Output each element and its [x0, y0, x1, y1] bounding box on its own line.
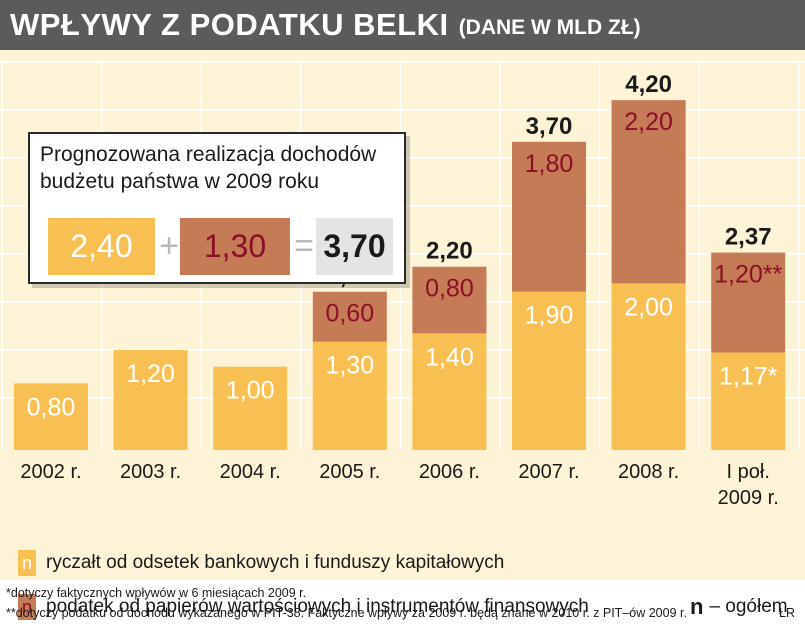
legend-swatch-savings: n — [18, 550, 36, 576]
forecast-value-securities: 1,30 — [180, 218, 290, 275]
bar-label-savings-5: 1,90 — [525, 302, 574, 330]
bar-savings-6 — [611, 283, 686, 450]
bar-total-7: 2,37 — [725, 224, 772, 251]
x-tick-label-7: I poł. — [727, 461, 770, 483]
bar-securities-4 — [412, 266, 487, 334]
chart-subtitle: (DANE W MLD ZŁ) — [458, 15, 641, 39]
bar-label-savings-2: 1,00 — [226, 377, 275, 405]
legend-item-savings: n ryczałt od odsetek bankowych i fundusz… — [18, 550, 504, 576]
bar-label-securities-4: 0,80 — [425, 275, 474, 303]
legend-symbol-total: n — [690, 594, 704, 619]
x-tick-label-7-line2: 2009 r. — [718, 487, 779, 509]
bar-savings-0 — [14, 383, 88, 450]
bar-savings-3 — [312, 341, 387, 450]
legend-label-securities: podatek od papierów wartościowych i inst… — [46, 596, 589, 617]
bar-securities-3 — [312, 291, 387, 342]
x-tick-label-6: 2008 r. — [618, 461, 679, 483]
author-credit: ŁR — [779, 606, 795, 620]
legend-label-total: – ogółem — [709, 596, 788, 617]
forecast-value-savings: 2,40 — [48, 218, 155, 275]
bar-label-securities-7: 1,20** — [714, 261, 782, 289]
legend-label-savings: ryczałt od odsetek bankowych i funduszy … — [46, 552, 505, 573]
bar-total-5: 3,70 — [526, 113, 573, 140]
title-bar: WPŁYWY Z PODATKU BELKI (DANE W MLD ZŁ) — [0, 0, 805, 50]
bar-label-securities-5: 1,80 — [525, 150, 574, 178]
chart-panel: 0,80 2002 r. 1,20 2003 r. 1,00 2004 r. 1,30 0,6… — [0, 50, 805, 620]
bar-savings-5 — [512, 291, 586, 450]
x-tick-label-2: 2004 r. — [220, 461, 281, 483]
footnote-2: **dotyczy podatku od dochodu wykazanego … — [6, 606, 687, 620]
x-tick-label-3: 2005 r. — [319, 461, 380, 483]
bar-label-savings-0: 0,80 — [27, 393, 76, 421]
bar-label-savings-3: 1,30 — [325, 352, 374, 380]
bar-savings-4 — [412, 333, 487, 450]
bar-label-securities-3: 0,60 — [325, 300, 374, 328]
bar-securities-6 — [611, 100, 686, 284]
bar-savings-2 — [213, 366, 288, 450]
footnote-1: *dotyczy faktycznych wpływów w 6 miesiąc… — [6, 586, 307, 600]
bar-label-savings-1: 1,20 — [126, 360, 175, 388]
bar-savings-7 — [711, 352, 786, 450]
bar-securities-5 — [512, 141, 586, 292]
bar-securities-7 — [711, 252, 786, 353]
x-tick-label-1: 2003 r. — [120, 461, 181, 483]
bar-label-savings-6: 2,00 — [624, 293, 673, 321]
bar-label-savings-4: 1,40 — [425, 343, 474, 371]
equals-sign: = — [294, 227, 314, 265]
bar-label-securities-6: 2,20 — [624, 108, 673, 136]
bar-total-6: 4,20 — [625, 71, 672, 98]
legend-swatch-securities: n — [18, 594, 36, 620]
chart-title: WPŁYWY Z PODATKU BELKI — [10, 7, 449, 42]
bar-savings-1 — [113, 350, 188, 450]
bar-label-savings-7: 1,17* — [719, 363, 778, 391]
x-tick-label-5: 2007 r. — [518, 461, 579, 483]
forecast-box: Prognozowana realizacja dochodów budżetu… — [28, 132, 406, 284]
legend-item-total: n – ogółem — [690, 594, 788, 620]
x-tick-label-4: 2006 r. — [419, 461, 480, 483]
forecast-total: 3,70 — [316, 218, 393, 275]
x-tick-label-0: 2002 r. — [20, 461, 81, 483]
bar-chart: 0,80 2002 r. 1,20 2003 r. 1,00 2004 r. 1,30 0,6… — [0, 61, 805, 509]
plus-sign: + — [159, 227, 179, 265]
bar-total-4: 2,20 — [426, 238, 473, 265]
legend-item-securities: n podatek od papierów wartościowych i in… — [18, 594, 589, 620]
forecast-text: Prognozowana realizacja dochodów budżetu… — [40, 143, 377, 193]
